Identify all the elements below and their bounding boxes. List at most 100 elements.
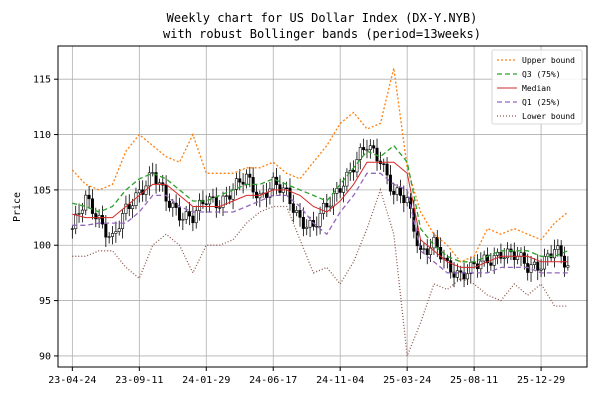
candle-body	[539, 268, 543, 271]
candle-body	[221, 195, 225, 208]
candle-body	[532, 261, 536, 265]
legend-label: Median	[522, 84, 551, 93]
candle-body	[536, 261, 540, 271]
candle-body	[295, 210, 299, 213]
candle-body	[512, 251, 516, 260]
legend-label: Q3 (75%)	[522, 70, 561, 79]
candle-body	[188, 211, 192, 217]
candle-body	[104, 223, 108, 238]
candle-body	[368, 145, 372, 150]
y-axis-label: Price	[12, 192, 23, 222]
candle-body	[432, 236, 436, 249]
candle-body	[291, 203, 295, 213]
band-line-median	[72, 161, 568, 268]
legend: Upper bound Q3 (75%) Median Q1 (25%) Lower b…	[491, 49, 583, 125]
candle-body	[224, 195, 228, 197]
candle-body	[409, 197, 413, 209]
candle-body	[198, 199, 202, 212]
candle-body	[234, 178, 238, 190]
candle-body	[445, 257, 449, 261]
x-tick-label: 23-04-24	[48, 375, 96, 386]
legend-label: Upper bound	[522, 56, 575, 65]
candle-body	[328, 205, 332, 208]
candle-body	[114, 231, 118, 234]
candlesticks	[70, 138, 570, 288]
candle-body	[265, 192, 269, 198]
candle-body	[157, 182, 161, 185]
axes: 90 95 100 105 110 115 23-04-24 23-09-11 24-01-29…	[33, 45, 588, 386]
candle-body	[542, 256, 546, 270]
candle-body	[167, 200, 171, 208]
candle-body	[194, 210, 198, 224]
candle-body	[455, 270, 459, 278]
chart-title-line2: with robust Bollinger bands (period=13we…	[163, 27, 481, 41]
candle-body	[94, 213, 98, 220]
candle-body	[362, 147, 366, 151]
candle-body	[77, 213, 81, 215]
candle-body	[566, 265, 570, 268]
candle-body	[439, 247, 443, 260]
y-tick-label: 105	[33, 185, 51, 196]
candle-body	[398, 187, 402, 196]
candle-body	[308, 220, 312, 228]
candle-body	[506, 248, 510, 259]
candle-body	[70, 228, 74, 230]
candle-body	[121, 213, 125, 229]
y-tick-label: 115	[33, 75, 51, 86]
candle-body	[469, 262, 473, 275]
candle-body	[305, 226, 309, 229]
candle-body	[516, 256, 520, 260]
x-tick-label: 24-01-29	[182, 375, 230, 386]
candle-body	[80, 209, 84, 214]
candle-body	[522, 252, 526, 264]
candle-body	[465, 273, 469, 280]
candle-body	[435, 236, 439, 248]
y-tick-label: 90	[39, 351, 51, 362]
candle-body	[107, 236, 111, 238]
candle-body	[492, 255, 496, 266]
candle-body	[271, 176, 275, 190]
candle-body	[449, 260, 453, 273]
candle-body	[489, 262, 493, 266]
candle-body	[181, 218, 185, 221]
y-tick-label: 95	[39, 296, 51, 307]
candle-body	[191, 215, 195, 224]
candle-body	[348, 169, 352, 173]
candle-body	[502, 257, 506, 259]
candle-body	[452, 271, 456, 278]
candle-body	[335, 188, 339, 194]
candle-body	[405, 197, 409, 204]
candle-body	[248, 173, 252, 178]
band-line-lower-bound	[72, 187, 568, 357]
candle-body	[218, 207, 222, 209]
candle-body	[211, 196, 215, 198]
candle-body	[147, 172, 151, 187]
candle-body	[84, 194, 88, 211]
x-tick-label: 25-03-24	[383, 375, 431, 386]
candle-body	[321, 203, 325, 214]
grid	[58, 46, 587, 367]
y-tick-label: 110	[33, 130, 51, 141]
legend-label: Lower bound	[522, 112, 575, 121]
chart-title-line1: Weekly chart for US Dollar Index (DX-Y.N…	[167, 11, 478, 25]
candle-body	[244, 173, 248, 185]
candle-body	[285, 187, 289, 190]
candle-body	[422, 248, 426, 250]
candle-body	[204, 203, 208, 205]
candle-body	[174, 202, 178, 208]
candle-body	[372, 145, 376, 149]
candle-body	[301, 217, 305, 229]
candle-body	[100, 215, 104, 225]
candle-body	[345, 171, 349, 187]
candle-body	[559, 245, 563, 257]
candle-body	[238, 178, 242, 183]
candle-body	[556, 245, 560, 250]
candle-body	[315, 226, 319, 228]
candle-body	[325, 203, 329, 208]
candle-body	[459, 270, 463, 273]
x-tick-label: 24-11-04	[316, 375, 364, 386]
candle-body	[117, 228, 121, 232]
candle-body	[90, 198, 94, 214]
candle-body	[352, 169, 356, 173]
